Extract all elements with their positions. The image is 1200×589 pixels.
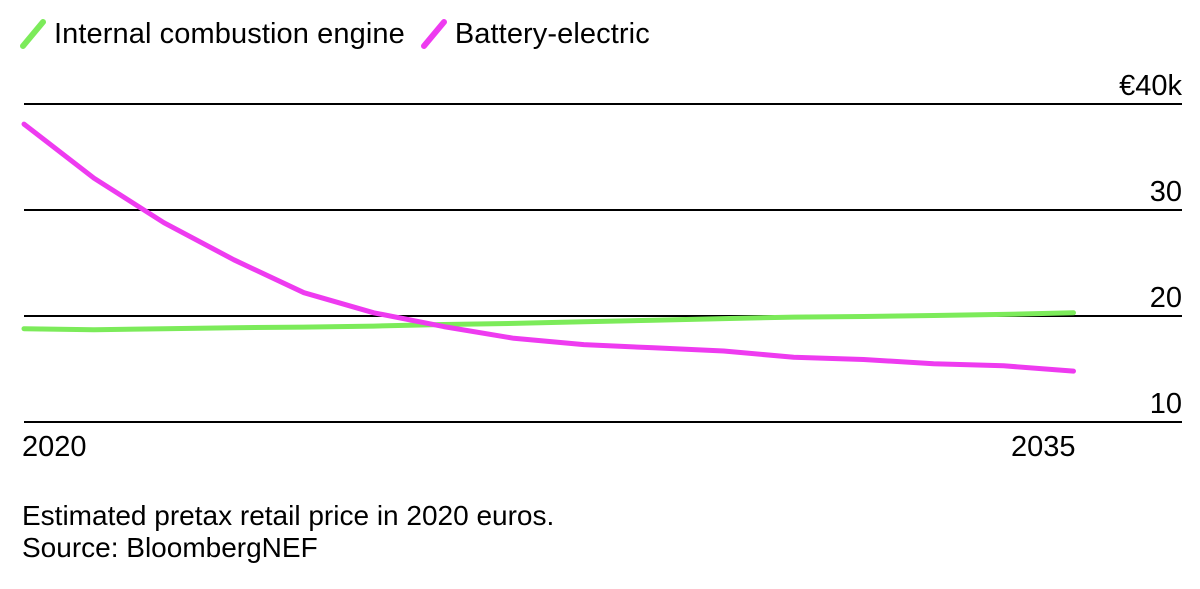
x-tick-label-2020: 2020 — [22, 431, 87, 463]
y-tick-label-30: 30 — [1150, 176, 1182, 208]
legend-label-bev: Battery-electric — [454, 17, 650, 50]
note-source: Source: BloombergNEF — [22, 532, 318, 563]
legend-swatch-ice — [20, 19, 46, 49]
y-axis-tick-labels: 10 20 30 €40k — [1119, 70, 1182, 420]
y-tick-label-20: 20 — [1150, 282, 1182, 314]
legend: Internal combustion engine Battery-elect… — [20, 14, 666, 54]
x-axis-tick-labels: 2020 2035 — [22, 431, 1076, 463]
series-lines — [21, 121, 1076, 374]
note-description: Estimated pretax retail price in 2020 eu… — [22, 500, 555, 531]
y-tick-label-10: 10 — [1150, 388, 1182, 420]
y-tick-label-40: €40k — [1119, 70, 1182, 102]
series-line-ice — [21, 310, 1076, 333]
line-chart: 10 20 30 €40k 2020 2035 — [21, 70, 1182, 463]
series-line-bev — [21, 121, 1076, 374]
x-tick-label-2035: 2035 — [1011, 431, 1076, 463]
legend-label-ice: Internal combustion engine — [54, 17, 405, 50]
legend-swatch-bev — [420, 19, 447, 49]
legend-item-bev: Battery-electric — [420, 17, 650, 51]
legend-item-ice: Internal combustion engine — [20, 18, 405, 51]
chart-note: Estimated pretax retail price in 2020 eu… — [22, 500, 554, 564]
grid-lines — [24, 103, 1182, 423]
